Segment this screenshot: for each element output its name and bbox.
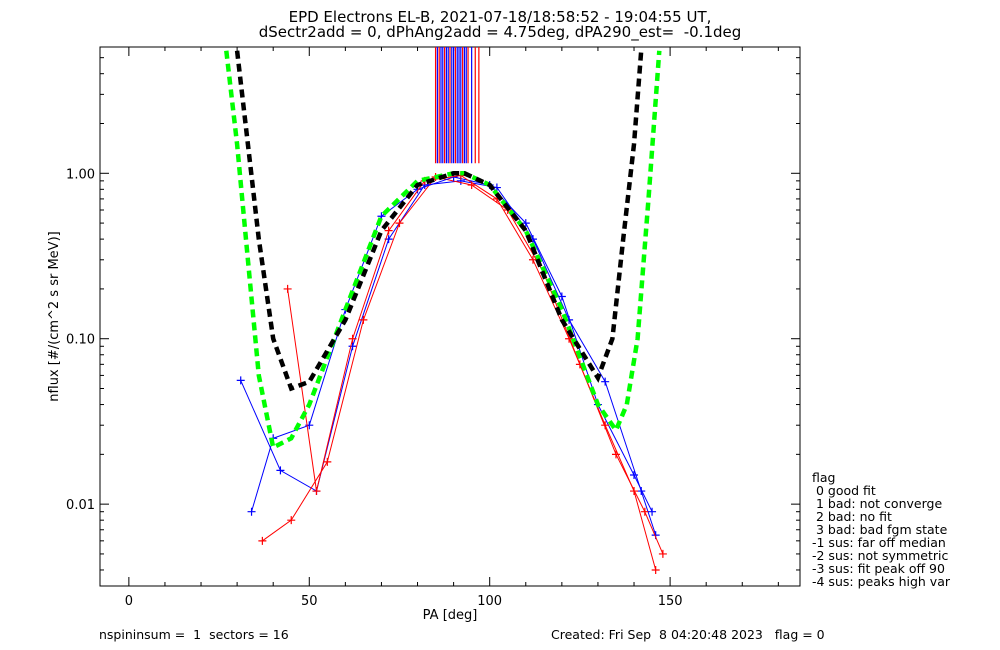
footer-spin-info: nspininsum = 1 sectors = 16: [99, 627, 289, 642]
data-point-marker: [601, 377, 610, 386]
data-point-marker: [630, 487, 639, 496]
x-tick-label: 150: [658, 594, 683, 609]
data-point-marker: [395, 219, 404, 228]
data-point-marker: [236, 376, 245, 385]
y-tick-label: 0.01: [66, 498, 95, 513]
legend-item-not-converge: 1 bad: not converge: [812, 496, 943, 511]
data-point-marker: [637, 487, 646, 496]
data-point-marker: [348, 342, 357, 351]
data-point-marker: [276, 466, 285, 475]
y-axis-label: nflux [#/(cm^2 s sr MeV)]: [47, 231, 62, 401]
legend-item-fit-peak-off-90: -3 sus: fit peak off 90: [812, 561, 945, 576]
data-point-marker: [601, 421, 610, 430]
series-line-red: [287, 174, 657, 571]
plot-area: [224, 47, 667, 574]
data-point-marker: [557, 292, 566, 301]
legend-item-far-off-median: -1 sus: far off median: [812, 535, 946, 550]
x-axis-label: PA [deg]: [423, 608, 478, 623]
data-point-marker: [648, 507, 657, 516]
legend-item-peaks-high-var: -4 sus: peaks high var: [812, 574, 951, 589]
data-point-marker: [384, 226, 393, 235]
series-line-blue: [251, 176, 653, 512]
data-point-marker: [640, 507, 649, 516]
data-point-marker: [611, 450, 620, 459]
data-point-marker: [348, 334, 357, 343]
data-point-marker: [247, 507, 256, 516]
data-point-marker: [565, 334, 574, 343]
data-point-marker: [359, 315, 368, 324]
data-point-marker: [258, 536, 267, 545]
legend-item-bad-fgm-state: 3 bad: bad fgm state: [812, 522, 948, 537]
data-point-marker: [630, 471, 639, 480]
data-point-marker: [658, 549, 667, 558]
data-point-marker: [528, 255, 537, 264]
legend-item-no-fit: 2 bad: no fit: [812, 509, 892, 524]
data-point-marker: [521, 219, 530, 228]
legend-item-not-symmetric: -2 sus: not symmetric: [812, 548, 949, 563]
data-point-marker: [287, 516, 296, 525]
legend-title: flag: [812, 470, 836, 485]
x-tick-label: 100: [477, 594, 502, 609]
data-point-marker: [283, 284, 292, 293]
data-point-marker: [323, 457, 332, 466]
y-tick-label: 1.00: [66, 167, 95, 182]
series-line-blue: [240, 180, 657, 536]
data-point-marker: [312, 487, 321, 496]
chart-title-line-1: EPD Electrons EL-B, 2021-07-18/18:58:52 …: [288, 8, 712, 26]
footer-created-info: Created: Fri Sep 8 04:20:48 2023 flag = …: [551, 627, 825, 642]
data-point-marker: [651, 565, 660, 574]
x-tick-label: 0: [125, 594, 133, 609]
y-tick-label: 0.10: [66, 333, 95, 348]
legend-item-good-fit: 0 good fit: [812, 483, 876, 498]
black-fit-curve: [234, 50, 644, 392]
chart-title-line-2: dSectr2add = 0, dPhAng2add = 4.75deg, dP…: [258, 23, 742, 41]
x-tick-label: 50: [301, 594, 318, 609]
